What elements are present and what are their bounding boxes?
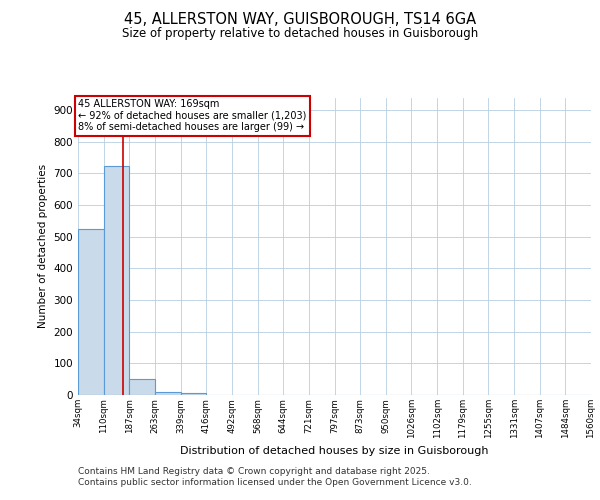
Bar (130, 379, 155, 395)
Text: Contains HM Land Registry data © Crown copyright and database right 2025.
Contai: Contains HM Land Registry data © Crown c… (78, 468, 472, 487)
Bar (104, 166, 130, 395)
Text: 45, ALLERSTON WAY, GUISBOROUGH, TS14 6GA: 45, ALLERSTON WAY, GUISBOROUGH, TS14 6GA (124, 12, 476, 28)
X-axis label: Distribution of detached houses by size in Guisborough: Distribution of detached houses by size … (180, 446, 489, 456)
Bar (155, 392, 181, 395)
Y-axis label: Number of detached properties: Number of detached properties (38, 164, 48, 328)
Bar (78, 229, 104, 395)
Text: Size of property relative to detached houses in Guisborough: Size of property relative to detached ho… (122, 28, 478, 40)
Bar (181, 394, 206, 395)
Text: 45 ALLERSTON WAY: 169sqm
← 92% of detached houses are smaller (1,203)
8% of semi: 45 ALLERSTON WAY: 169sqm ← 92% of detach… (79, 99, 307, 132)
